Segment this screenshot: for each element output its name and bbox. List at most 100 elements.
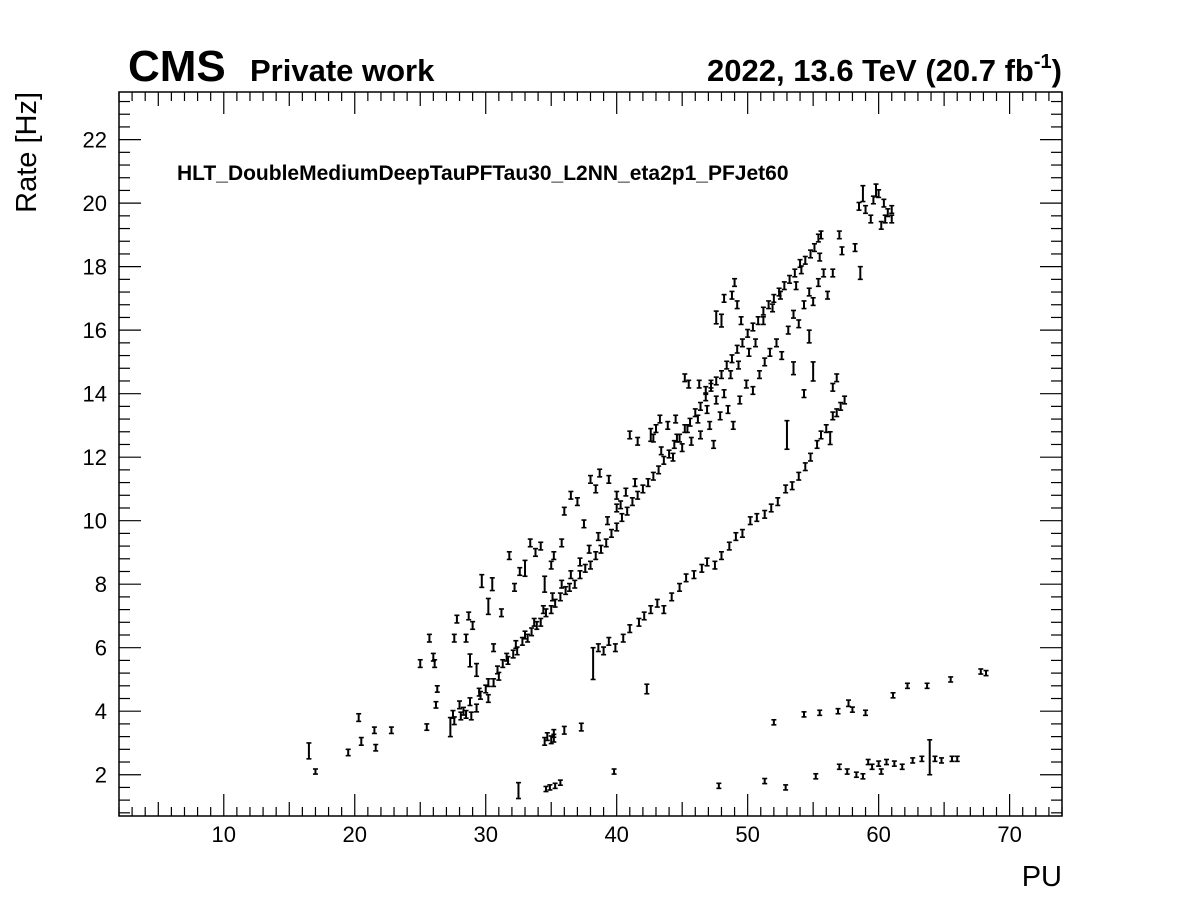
data-point — [725, 404, 731, 415]
x-tick-label: 30 — [473, 822, 497, 847]
data-point — [588, 474, 593, 485]
data-point — [939, 757, 945, 764]
data-point — [910, 757, 916, 764]
data-point — [713, 310, 719, 325]
data-point — [661, 604, 667, 615]
data-point — [899, 763, 905, 771]
data-point — [388, 726, 394, 735]
data-point — [476, 687, 482, 697]
data-point — [691, 570, 697, 580]
data-points — [306, 183, 989, 800]
data-point — [542, 575, 548, 593]
data-point — [424, 723, 430, 732]
data-point — [513, 639, 519, 650]
data-point — [810, 296, 816, 307]
data-point — [547, 784, 553, 791]
data-point — [806, 287, 812, 297]
data-point — [860, 184, 866, 203]
data-point — [373, 743, 379, 752]
data-point — [983, 669, 989, 677]
data-point — [821, 268, 827, 278]
data-point — [577, 570, 583, 580]
data-point — [878, 768, 884, 775]
data-point — [717, 411, 723, 421]
data-point — [522, 559, 528, 578]
data-point — [559, 538, 565, 548]
y-tick-label: 4 — [95, 699, 107, 724]
data-point — [876, 760, 882, 767]
data-point — [779, 350, 785, 361]
data-point — [777, 290, 783, 300]
data-point — [904, 682, 910, 690]
data-point — [470, 620, 476, 631]
data-point — [356, 712, 362, 723]
data-point — [538, 541, 544, 551]
data-point — [417, 658, 423, 669]
data-point — [704, 404, 710, 415]
data-point — [618, 500, 624, 510]
data-point — [853, 771, 859, 779]
y-tick-label: 10 — [83, 509, 107, 534]
data-point — [641, 611, 647, 621]
data-point — [485, 597, 491, 616]
data-point — [447, 716, 453, 738]
data-point — [792, 268, 798, 278]
y-tick-label: 14 — [83, 382, 107, 407]
data-point — [932, 755, 938, 763]
data-point — [606, 636, 612, 646]
data-point — [767, 347, 773, 357]
data-point — [771, 293, 777, 304]
data-point — [506, 551, 512, 561]
data-point — [814, 439, 820, 450]
data-point — [517, 566, 523, 577]
data-point — [568, 490, 574, 500]
data-point — [753, 338, 759, 348]
data-point — [595, 643, 601, 653]
data-point — [636, 617, 642, 627]
data-point — [718, 313, 724, 328]
data-point — [686, 379, 692, 389]
data-point — [597, 468, 603, 478]
data-point — [557, 592, 563, 602]
data-point — [491, 643, 497, 653]
data-point — [718, 370, 724, 380]
data-point — [830, 411, 836, 421]
data-point — [454, 614, 460, 624]
data-point — [978, 668, 984, 675]
data-point — [733, 531, 739, 542]
data-point — [543, 785, 549, 793]
data-point — [949, 755, 955, 763]
y-tick-label: 8 — [95, 572, 107, 597]
data-point — [561, 725, 567, 735]
data-point — [688, 436, 694, 446]
data-point — [802, 462, 808, 472]
data-point — [827, 430, 833, 446]
y-tick-label: 22 — [83, 128, 107, 153]
data-point — [768, 503, 774, 513]
data-point — [755, 316, 761, 326]
data-point — [842, 395, 848, 405]
data-point — [696, 379, 702, 389]
data-point — [489, 577, 495, 592]
chart-title: HLT_DoubleMediumDeepTauPFTau30_L2NN_eta2… — [177, 162, 789, 185]
data-point — [645, 477, 651, 488]
experiment-label: CMS — [128, 42, 226, 91]
x-tick-label: 60 — [866, 822, 890, 847]
data-point — [724, 360, 730, 370]
data-point — [582, 563, 588, 573]
data-point — [716, 782, 722, 790]
data-point — [683, 573, 689, 583]
data-point — [756, 370, 762, 380]
data-point — [552, 782, 558, 790]
data-point — [627, 624, 633, 634]
data-point — [817, 252, 823, 262]
data-point — [745, 328, 751, 338]
data-point — [762, 777, 768, 785]
data-point — [550, 592, 556, 602]
data-point — [878, 220, 884, 230]
data-point — [729, 354, 735, 364]
data-point — [846, 699, 852, 708]
data-point — [849, 706, 855, 713]
data-point — [711, 439, 717, 450]
data-point — [793, 281, 799, 291]
